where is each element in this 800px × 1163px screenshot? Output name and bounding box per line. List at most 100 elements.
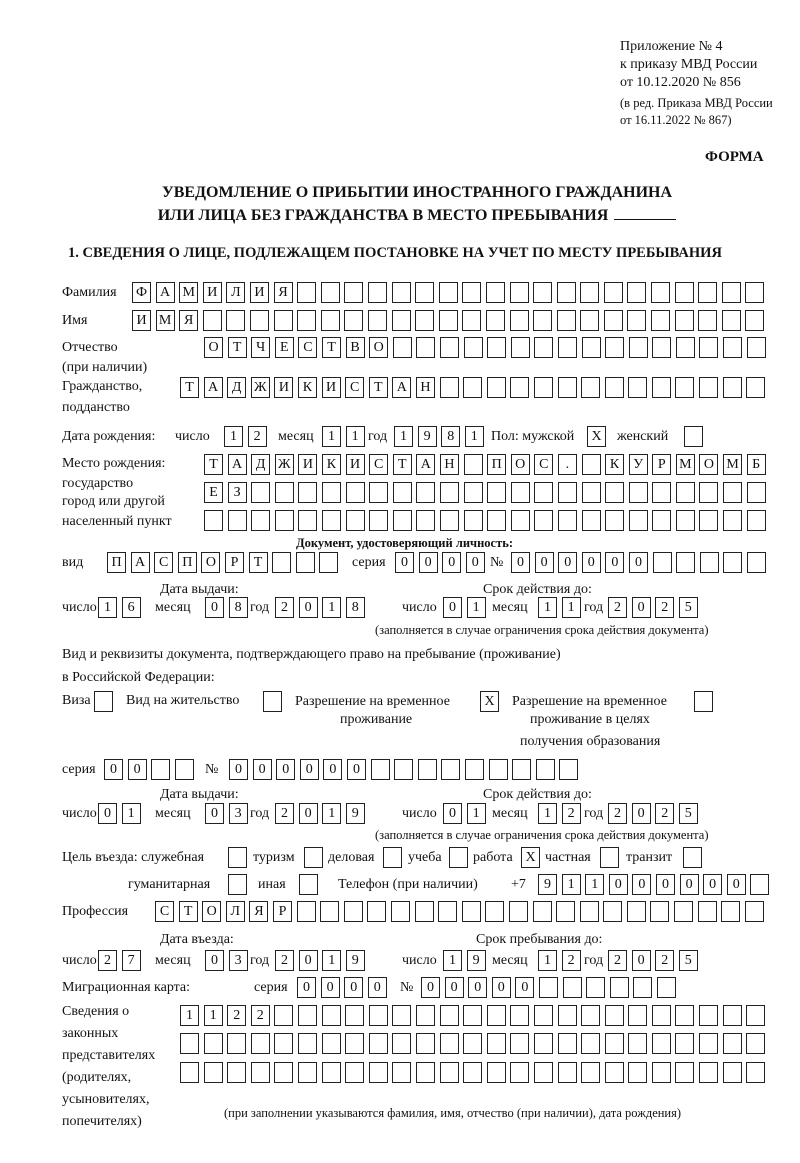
char-cell[interactable] [605, 510, 625, 531]
char-cell[interactable] [392, 337, 412, 358]
char-cell[interactable]: 2 [561, 803, 581, 824]
char-cell[interactable] [415, 1062, 435, 1083]
purpose-business-checkbox[interactable] [383, 847, 407, 868]
char-cell[interactable] [721, 901, 741, 922]
char-cell[interactable] [463, 1033, 483, 1054]
char-cell[interactable]: 2 [227, 1005, 247, 1026]
char-cell[interactable] [628, 1062, 648, 1083]
char-cell[interactable] [651, 377, 671, 398]
char-cell[interactable] [463, 377, 483, 398]
char-cell[interactable] [745, 282, 765, 303]
char-cell[interactable] [415, 282, 435, 303]
char-cell[interactable] [297, 310, 317, 331]
char-cell[interactable] [439, 1033, 459, 1054]
char-cell[interactable] [368, 1033, 388, 1054]
char-cell[interactable]: 2 [275, 803, 294, 824]
char-cell[interactable]: Р [272, 901, 292, 922]
char-cell[interactable] [533, 1033, 553, 1054]
char-cell[interactable] [581, 1033, 601, 1054]
char-cell[interactable] [603, 282, 623, 303]
char-cell[interactable] [746, 482, 766, 503]
char-cell[interactable]: Ж [250, 377, 270, 398]
char-cell[interactable] [370, 759, 390, 780]
char-cell[interactable]: 0 [726, 874, 746, 895]
checkbox-cell[interactable] [683, 847, 702, 868]
char-cell[interactable] [579, 901, 599, 922]
char-cell[interactable]: 1 [538, 803, 557, 824]
char-cell[interactable]: Т [368, 377, 388, 398]
char-cell[interactable] [369, 510, 389, 531]
char-cell[interactable] [485, 901, 505, 922]
char-cell[interactable]: 0 [534, 552, 554, 573]
char-cell[interactable]: 0 [298, 950, 318, 971]
char-cell[interactable] [343, 901, 363, 922]
char-cell[interactable]: 0 [491, 977, 511, 998]
checkbox-cell[interactable] [228, 847, 247, 868]
char-cell[interactable]: Т [321, 337, 341, 358]
char-cell[interactable]: Ж [274, 454, 294, 475]
char-cell[interactable] [580, 282, 600, 303]
char-cell[interactable]: Т [178, 901, 198, 922]
char-cell[interactable]: 2 [275, 597, 294, 618]
char-cell[interactable] [627, 282, 647, 303]
char-cell[interactable]: Д [227, 377, 247, 398]
char-cell[interactable]: 0 [418, 552, 438, 573]
char-cell[interactable]: 2 [608, 597, 627, 618]
char-cell[interactable]: М [723, 454, 743, 475]
char-cell[interactable]: 1 [394, 426, 413, 447]
char-cell[interactable]: С [298, 337, 318, 358]
char-cell[interactable] [651, 310, 671, 331]
char-cell[interactable]: 1 [464, 426, 484, 447]
char-cell[interactable] [586, 977, 606, 998]
char-cell[interactable]: Я [249, 901, 269, 922]
char-cell[interactable] [723, 510, 743, 531]
char-cell[interactable] [557, 510, 577, 531]
char-cell[interactable] [556, 310, 576, 331]
char-cell[interactable] [274, 1005, 294, 1026]
char-cell[interactable]: Т [392, 454, 412, 475]
char-cell[interactable] [627, 310, 647, 331]
char-cell[interactable] [439, 1062, 459, 1083]
char-cell[interactable] [651, 282, 671, 303]
char-cell[interactable]: 1 [345, 426, 365, 447]
char-cell[interactable]: 0 [367, 977, 387, 998]
char-cell[interactable] [676, 552, 696, 573]
checkbox-cell[interactable] [299, 874, 318, 895]
char-cell[interactable]: К [605, 454, 625, 475]
char-cell[interactable]: И [202, 282, 222, 303]
char-cell[interactable] [581, 377, 601, 398]
char-cell[interactable] [321, 1005, 341, 1026]
char-cell[interactable]: 0 [468, 977, 488, 998]
char-cell[interactable]: 0 [323, 759, 343, 780]
edu-residence-checkbox[interactable] [694, 691, 718, 712]
char-cell[interactable] [250, 1062, 270, 1083]
char-cell[interactable] [439, 337, 459, 358]
char-cell[interactable] [698, 282, 718, 303]
char-cell[interactable]: 0 [104, 759, 123, 780]
char-cell[interactable]: Е [274, 337, 294, 358]
char-cell[interactable]: 0 [631, 597, 651, 618]
char-cell[interactable]: 2 [655, 597, 675, 618]
char-cell[interactable]: 0 [515, 977, 535, 998]
char-cell[interactable]: 0 [298, 803, 318, 824]
char-cell[interactable]: Я [273, 282, 293, 303]
char-cell[interactable] [534, 482, 554, 503]
char-cell[interactable] [345, 1062, 365, 1083]
representatives-row-2[interactable] [180, 1033, 770, 1054]
char-cell[interactable] [675, 377, 695, 398]
char-cell[interactable] [699, 337, 719, 358]
char-cell[interactable] [438, 901, 458, 922]
char-cell[interactable]: А [203, 377, 223, 398]
char-cell[interactable]: А [227, 454, 247, 475]
char-cell[interactable]: 0 [205, 597, 224, 618]
char-cell[interactable] [298, 510, 318, 531]
char-cell[interactable]: 1 [180, 1005, 199, 1026]
char-cell[interactable]: Т [227, 337, 247, 358]
